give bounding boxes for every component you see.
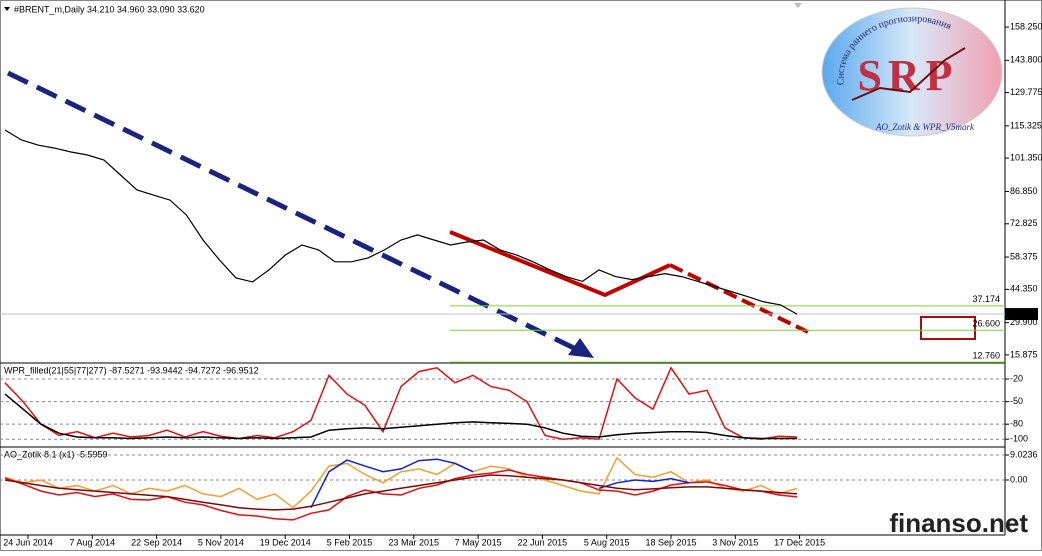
menu-arrow[interactable] <box>4 7 10 11</box>
time-label: 24 Jun 2014 <box>3 537 53 547</box>
time-label: 3 Nov 2015 <box>712 537 758 547</box>
series-line <box>4 469 798 521</box>
logo-mark: SRP <box>857 51 958 100</box>
last-price-box <box>1005 308 1038 321</box>
panel-title: #BRENT_m,Daily 34.210 34.960 33.090 33.6… <box>14 4 205 14</box>
y-tick-label: 0.00 <box>1010 474 1028 484</box>
highlight-box <box>920 316 976 340</box>
time-label: 19 Dec 2014 <box>260 537 311 547</box>
trend-line <box>6 70 580 353</box>
series-line <box>4 393 797 440</box>
y-tick-label: 143.800 <box>1010 55 1042 65</box>
y-tick-label: 29.900 <box>1010 317 1038 327</box>
y-tick-label: 44.350 <box>1010 284 1038 294</box>
y-tick-label: -100 <box>1010 434 1028 444</box>
panel-arrow[interactable] <box>794 3 802 8</box>
y-tick-label: -20 <box>1010 373 1023 383</box>
level-label: 37.174 <box>972 294 1000 304</box>
time-label: 22 Jun 2015 <box>518 537 568 547</box>
series-line <box>4 474 798 511</box>
last-price-label: 33.620 <box>1008 308 1036 318</box>
time-label: 5 Feb 2015 <box>327 537 373 547</box>
trend-arrowhead <box>568 338 594 358</box>
logo-arrow <box>851 47 966 101</box>
y-tick-label: 9.0236 <box>1010 449 1038 459</box>
time-label: 22 Sep 2014 <box>131 537 182 547</box>
panel-title: AO_Zotik 8.1 (x1) -5.5959 <box>4 449 108 459</box>
time-label: 5 Aug 2015 <box>584 537 630 547</box>
time-label: 18 Sep 2015 <box>645 537 696 547</box>
time-label: 7 May 2015 <box>455 537 502 547</box>
level-label: 26.600 <box>972 319 1000 329</box>
y-tick-label: 158.250 <box>1010 21 1042 31</box>
panel-title: WPR_filled(21|55|77|277) -87.5271 -93.94… <box>4 365 259 375</box>
logo-ellipse <box>821 7 1003 137</box>
trend-line <box>669 263 809 334</box>
watermark: finanso.net <box>889 508 1028 538</box>
y-tick-label: -80 <box>1010 419 1023 429</box>
y-tick-label: -50 <box>1010 396 1023 406</box>
series-line <box>4 366 798 440</box>
series-line <box>310 458 690 509</box>
trend-line <box>449 230 671 298</box>
y-tick-label: 86.850 <box>1010 186 1038 196</box>
y-tick-label: 115.325 <box>1010 120 1042 130</box>
time-label: 17 Dec 2015 <box>774 537 825 547</box>
series-line <box>4 129 798 315</box>
time-label: 23 Mar 2015 <box>389 537 440 547</box>
logo: Система раннего прогнозирования SRP AO_Z… <box>821 7 1003 137</box>
time-label: 5 Nov 2014 <box>198 537 244 547</box>
y-tick-label: 58.375 <box>1010 251 1038 261</box>
y-tick-label: 15.875 <box>1010 349 1038 359</box>
y-tick-label: 72.825 <box>1010 218 1038 228</box>
y-tick-label: 129.775 <box>1010 87 1042 97</box>
series-line <box>4 456 798 509</box>
level-label: 12.760 <box>972 350 1000 360</box>
time-label: 7 Aug 2014 <box>70 537 116 547</box>
logo-footer: AO_Zotik & WPR_V5mark <box>875 122 975 132</box>
y-tick-label: 101.350 <box>1010 152 1042 162</box>
